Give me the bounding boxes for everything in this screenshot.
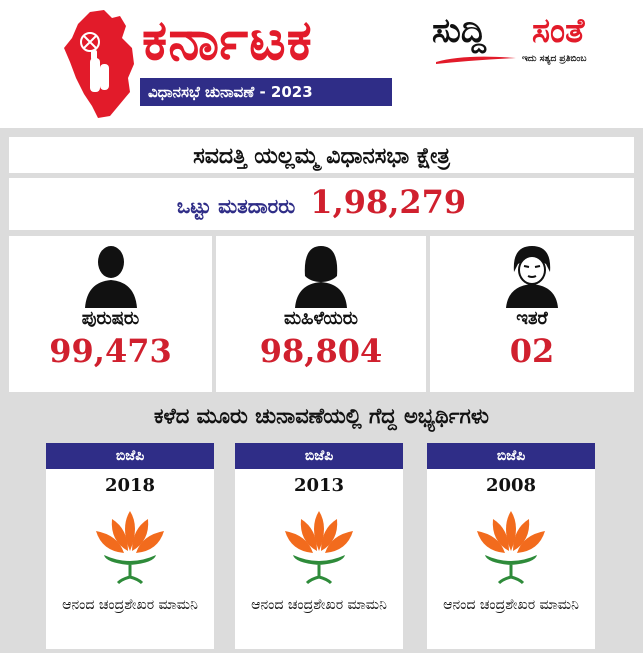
election-year: 2018 — [104, 475, 156, 496]
constituency-name: ಸವದತ್ತಿ ಯಲ್ಲಮ್ಮ ವಿಧಾನಸಭಾ ಕ್ಷೇತ್ರ — [9, 137, 634, 173]
history-title: ಕಳೆದ ಮೂರು ಚುನಾವಣೆಯಲ್ಲಿ ಗೆದ್ದ ಅಭ್ಯರ್ಥಿಗಳು — [154, 404, 489, 428]
candidate-name: ಆನಂದ ಚಂದ್ರಶೇಖರ ಮಾಮನಿ — [62, 597, 198, 613]
other-voters-card: ಇತರೆ 02 — [430, 236, 634, 392]
other-person-icon — [506, 246, 558, 308]
total-voters-label: ಒಟ್ಟು ಮತದಾರರು — [176, 194, 296, 218]
winner-card-2013: ಬಿಜೆಪಿ 2013 ಆನಂದ ಚಂದ್ರಶೇಖರ ಮಾಮನಿ — [235, 443, 403, 649]
brand-logo: ಸುದ್ದಿ ಸಂತೆ ಇದು ಸತ್ಯದ ಪ್ರತಿಬಿಂಬ — [432, 6, 632, 76]
total-voters-row: ಒಟ್ಟು ಮತದಾರರು 1,98,279 — [9, 178, 634, 230]
header: ಕರ್ನಾಟಕ ವಿಧಾನಸಭೆ ಚುನಾವಣೆ - 2023 ಸುದ್ದಿ ಸ… — [0, 0, 643, 128]
female-voters-label: ಮಹಿಳೆಯರು — [284, 308, 358, 329]
state-title: ಕರ್ನಾಟಕ — [142, 8, 313, 73]
total-voters-value: 1,98,279 — [310, 183, 467, 221]
party-label: ಬಿಜೆಪಿ — [235, 443, 403, 469]
male-voters-card: ಪುರುಷರು 99,473 — [9, 236, 212, 392]
election-subtitle: ವಿಧಾನಸಭೆ ಚುನಾವಣೆ - 2023 — [140, 78, 392, 106]
election-year: 2013 — [293, 475, 345, 496]
male-voters-value: 99,473 — [49, 332, 172, 370]
lotus-icon — [285, 511, 353, 585]
karnataka-map-icon — [64, 10, 134, 118]
brand-word-suddi: ಸುದ್ದಿ — [432, 11, 486, 51]
party-label: ಬಿಜೆಪಿ — [427, 443, 595, 469]
male-voters-label: ಪುರುಷರು — [81, 308, 140, 329]
winner-card-2018: ಬಿಜೆಪಿ 2018 ಆನಂದ ಚಂದ್ರಶೇಖರ ಮಾಮನಿ — [46, 443, 214, 649]
election-year: 2008 — [485, 475, 537, 496]
winner-card-2008: ಬಿಜೆಪಿ 2008 ಆನಂದ ಚಂದ್ರಶೇಖರ ಮಾಮನಿ — [427, 443, 595, 649]
lotus-icon — [477, 511, 545, 585]
brand-swoosh-icon — [436, 56, 516, 64]
lotus-icon — [96, 511, 164, 585]
brand-word-sante: ಸಂತೆ — [532, 11, 585, 51]
other-voters-label: ಇತರೆ — [516, 308, 548, 329]
male-person-icon — [84, 246, 137, 308]
candidate-name: ಆನಂದ ಚಂದ್ರಶೇಖರ ಮಾಮನಿ — [251, 597, 387, 613]
other-voters-value: 02 — [509, 332, 555, 370]
party-label: ಬಿಜೆಪಿ — [46, 443, 214, 469]
female-voters-value: 98,804 — [259, 332, 383, 370]
female-voters-card: ಮಹಿಳೆಯರು 98,804 — [216, 236, 426, 392]
brand-tagline: ಇದು ಸತ್ಯದ ಪ್ರತಿಬಿಂಬ — [522, 54, 587, 64]
candidate-name: ಆನಂದ ಚಂದ್ರಶೇಖರ ಮಾಮನಿ — [443, 597, 579, 613]
female-person-icon — [295, 246, 347, 308]
